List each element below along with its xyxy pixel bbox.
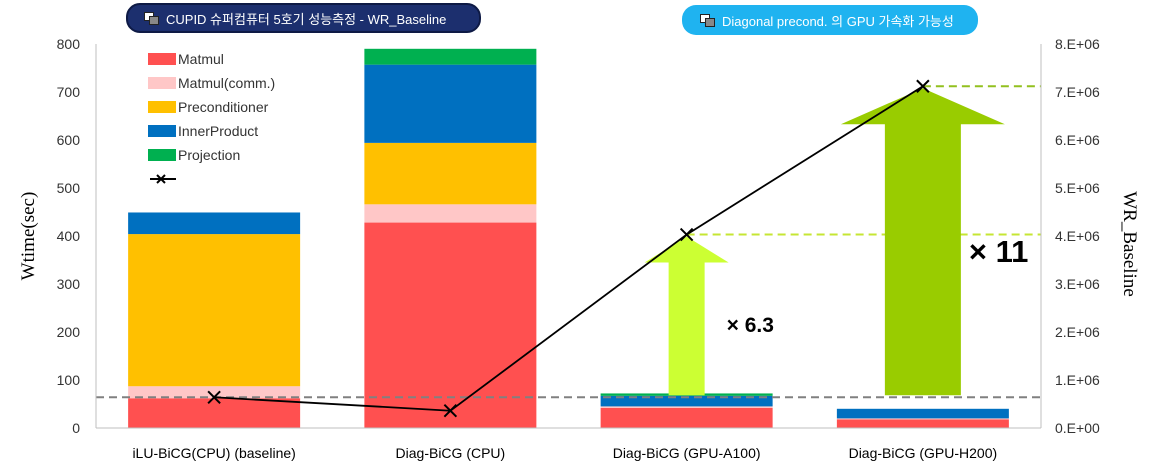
- y-tick-label: 400: [57, 228, 81, 244]
- bar-segment-preconditioner: [128, 234, 301, 387]
- window-icon: [144, 12, 159, 25]
- y-tick-label: 800: [57, 36, 81, 52]
- y2-tick-label: 5.E+06: [1055, 180, 1100, 196]
- window-icon: [700, 14, 715, 27]
- multiplier-label: × 11: [969, 234, 1029, 269]
- bar-segment-matmul-comm: [600, 406, 773, 408]
- y2-tick-label: 2.E+06: [1055, 324, 1100, 340]
- y2-tick-label: 1.E+06: [1055, 372, 1100, 388]
- legend-label: Preconditioner: [178, 99, 269, 115]
- y-tick-label: 700: [57, 84, 81, 100]
- bar-segment-innerproduct: [836, 408, 1009, 419]
- y2-tick-label: 7.E+06: [1055, 84, 1100, 100]
- bar-segment-matmul-comm: [836, 418, 1009, 420]
- bar-segment-matmul: [836, 419, 1009, 428]
- x-tick-label: Diag-BiCG (GPU-A100): [613, 445, 761, 461]
- bar-segment-matmul: [128, 398, 301, 428]
- line-point-marker: [916, 79, 930, 93]
- bar-segment-preconditioner: [364, 142, 537, 205]
- line-point-marker: [207, 390, 221, 404]
- x-tick-label: iLU-BiCG(CPU) (baseline): [132, 445, 295, 461]
- y-tick-label: 0: [72, 420, 80, 436]
- y2-tick-label: 3.E+06: [1055, 276, 1100, 292]
- bar-segment-innerproduct: [600, 395, 773, 407]
- title-badge-right-label: Diagonal precond. 의 GPU 가속화 가능성: [722, 13, 954, 29]
- legend-swatch: [148, 149, 176, 161]
- y-tick-label: 200: [57, 324, 81, 340]
- multiplier-arrow: [840, 88, 1005, 396]
- x-tick-label: Diag-BiCG (GPU-H200): [849, 445, 998, 461]
- bar-segment-projection: [364, 48, 537, 65]
- line-series: [214, 85, 924, 412]
- y-tick-label: 500: [57, 180, 81, 196]
- y2-tick-label: 8.E+06: [1055, 36, 1100, 52]
- title-badge-right: Diagonal precond. 의 GPU 가속화 가능성: [682, 5, 978, 35]
- y-tick-label: 600: [57, 132, 81, 148]
- bar-segment-matmul: [600, 407, 773, 428]
- y2-tick-label: 0.E+00: [1055, 420, 1100, 436]
- legend-swatch: [148, 77, 176, 89]
- y-axis-label: Wtime(sec): [18, 192, 39, 281]
- y-tick-label: 100: [57, 372, 81, 388]
- title-badge-left-label: CUPID 슈퍼컴퓨터 5호기 성능측정 - WR_Baseline: [166, 11, 447, 27]
- legend-swatch: [148, 101, 176, 113]
- legend-label: Projection: [178, 147, 240, 163]
- y-tick-label: 300: [57, 276, 81, 292]
- bar-segment-matmul-comm: [128, 386, 301, 399]
- y2-tick-label: 4.E+06: [1055, 228, 1100, 244]
- y2-axis-label: WR_Baseline: [1119, 191, 1140, 297]
- legend-label: InnerProduct: [178, 123, 258, 139]
- title-badge-left: CUPID 슈퍼컴퓨터 5호기 성능측정 - WR_Baseline: [126, 3, 481, 33]
- bar-segment-matmul: [364, 222, 537, 428]
- multiplier-label: × 6.3: [727, 314, 774, 337]
- legend-label: Matmul: [178, 51, 224, 67]
- y2-tick-label: 6.E+06: [1055, 132, 1100, 148]
- legend-swatch: [148, 125, 176, 137]
- legend-label: Matmul(comm.): [178, 75, 275, 91]
- bar-segment-innerproduct: [128, 212, 301, 235]
- line-point-marker: [679, 227, 694, 242]
- legend-line-marker: [156, 174, 166, 184]
- legend-swatch: [148, 53, 176, 65]
- bar-segment-matmul-comm: [364, 204, 537, 223]
- multiplier-arrow: [644, 236, 729, 396]
- bar-segment-innerproduct: [364, 64, 537, 143]
- x-tick-label: Diag-BiCG (CPU): [396, 445, 506, 461]
- line-point-marker: [443, 404, 458, 418]
